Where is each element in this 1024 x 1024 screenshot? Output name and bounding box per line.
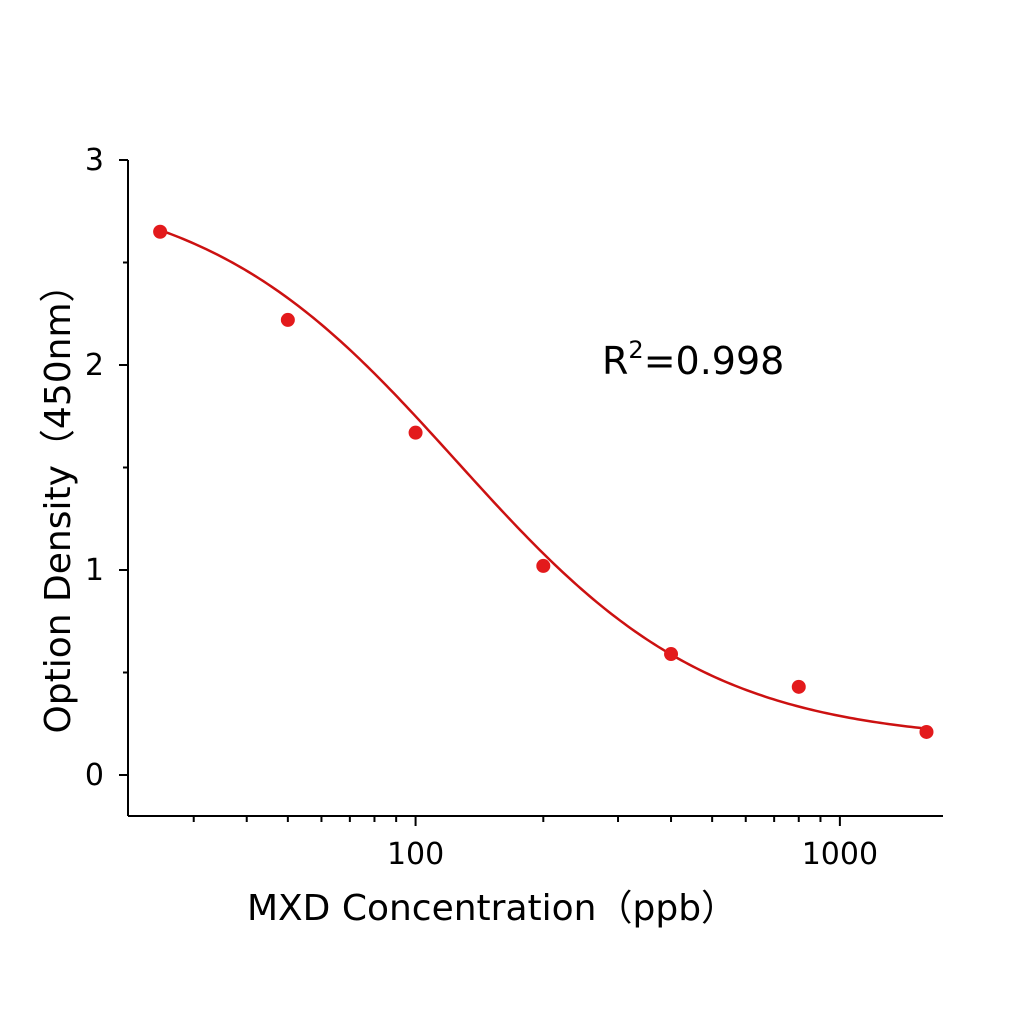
data-points [153,224,934,739]
data-point [536,558,551,573]
ticks [119,159,841,826]
axes [127,160,943,817]
x-tick-label: 1000 [802,837,878,872]
r-squared-base: R [602,339,628,383]
data-point [919,724,934,739]
data-point [791,679,806,694]
y-tick-label: 0 [85,758,104,793]
y-tick-label: 3 [85,143,104,178]
y-tick-label: 2 [85,348,104,383]
r-squared-superscript: 2 [628,336,643,364]
tick-labels: 0 1 2 3 100 1000 [85,143,878,872]
data-point [664,647,679,662]
r-squared-value: =0.998 [644,339,785,383]
data-point [153,224,168,239]
data-point [408,425,423,440]
data-point [280,312,295,327]
x-axis-title: MXD Concentration（ppb） [247,888,737,929]
x-tick-label: 100 [387,837,444,872]
y-tick-label: 1 [85,553,104,588]
fit-curve [159,228,927,730]
y-axis-title: Option Density（450nm） [38,266,79,733]
r-squared-annotation: R2=0.998 [602,336,784,383]
